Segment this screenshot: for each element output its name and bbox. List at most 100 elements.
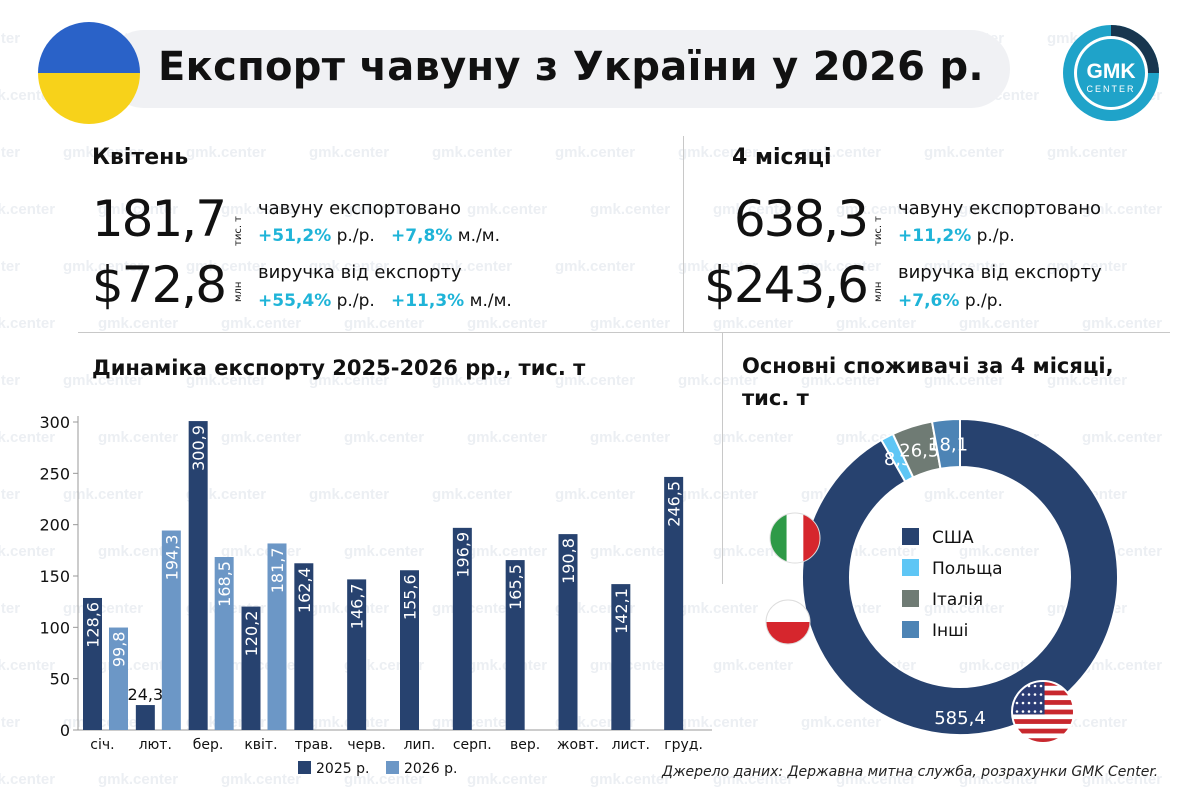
watermark-text: gmk.center: [0, 258, 21, 275]
x-tick-label: груд.: [664, 737, 703, 753]
bar-2025: [664, 476, 684, 730]
watermark-text: gmk.center: [555, 258, 636, 275]
four-months-revenue-changes: +7,6% р./р.: [898, 291, 1003, 311]
title-bar: [105, 30, 1010, 108]
bar-value-label: 128,6: [84, 602, 103, 648]
watermark-text: gmk.center: [0, 201, 56, 218]
donut-chart-title-line-2: тис. т: [742, 386, 809, 410]
x-tick-label: квіт.: [244, 737, 277, 753]
x-tick-label: лют.: [139, 737, 172, 753]
y-tick-label: 300: [39, 413, 70, 432]
bar-value-label: 196,9: [453, 532, 472, 578]
bar-value-label: 162,4: [295, 567, 314, 613]
watermark-text: gmk.center: [0, 372, 21, 389]
four-months-revenue-yoy-label: р./р.: [964, 291, 1003, 311]
bar-value-label: 24,3: [128, 685, 164, 704]
donut-slice-3: [930, 417, 961, 470]
four-months-volume-value: 638,3: [733, 190, 869, 248]
april-revenue-desc: виручка від експорту: [258, 262, 462, 283]
bar-chart-title: Динаміка експорту 2025-2026 рр., тис. т: [92, 356, 586, 380]
bar-2025: [135, 705, 155, 730]
four-months-volume-unit: тис. т: [873, 215, 884, 246]
donut-legend-swatch: [902, 528, 919, 545]
april-volume-value: 181,7: [91, 190, 227, 248]
legend-swatch: [386, 761, 399, 774]
bar-2025: [611, 584, 631, 730]
bar-2025: [400, 570, 419, 730]
bar-value-label: 120,2: [242, 611, 261, 657]
watermark-text: gmk.center: [590, 201, 671, 218]
watermark-text: gmk.center: [467, 201, 548, 218]
april-revenue-mom: +11,3%: [390, 291, 465, 311]
x-tick-label: жовт.: [557, 737, 599, 753]
stats-bottom-divider: [78, 332, 1170, 333]
april-revenue-changes: +55,4% р./р. +11,3% м./м.: [258, 291, 512, 311]
gmk-center-logo: GMK CENTER: [1063, 25, 1159, 121]
bar-value-label: 155,6: [401, 574, 420, 620]
bar-value-label: 142,1: [612, 588, 631, 634]
donut-legend-swatch: [902, 590, 919, 607]
bar-2026: [267, 543, 287, 730]
donut-legend-label: Італія: [932, 590, 983, 610]
bar-value-label: 190,8: [559, 538, 578, 584]
page-title: Експорт чавуну з України у 2026 р.: [158, 44, 984, 90]
april-revenue-yoy: +55,4%: [258, 291, 332, 311]
watermark-text: gmk.center: [309, 144, 390, 161]
y-tick-label: 150: [39, 567, 70, 586]
watermark-text: gmk.center: [924, 144, 1005, 161]
ukraine-flag-icon: [38, 22, 140, 124]
april-volume-yoy-label: р./р.: [336, 226, 375, 246]
four-months-volume-yoy-label: р./р.: [976, 226, 1015, 246]
donut-legend-swatch: [902, 559, 919, 576]
april-volume-changes: +51,2% р./р. +7,8% м./м.: [258, 226, 500, 246]
y-tick-label: 0: [60, 721, 70, 740]
bar-2025: [505, 560, 525, 730]
logo-text-main: GMK: [1087, 60, 1136, 83]
donut-value-label: 26,5: [899, 440, 939, 461]
source-note: Джерело даних: Державна митна служба, ро…: [662, 764, 1159, 780]
export-bar-chart: 0 50 100 150 200 250 300 128,6 99,8 січ. 24,3 194,3…: [39, 413, 712, 777]
bar-2025: [347, 579, 367, 730]
legend-swatch: [298, 761, 311, 774]
donut-value-label: 585,4: [934, 708, 986, 729]
watermark-text: gmk.center: [467, 315, 548, 332]
logo-text-sub: CENTER: [1086, 84, 1135, 94]
april-volume-unit: тис. т: [233, 215, 244, 246]
four-months-volume-yoy: +11,2%: [898, 226, 972, 246]
april-volume-yoy: +51,2%: [258, 226, 332, 246]
bar-2025: [241, 606, 261, 730]
bar-2025: [188, 421, 208, 730]
watermark-text: gmk.center: [0, 315, 56, 332]
poland-flag-icon: [765, 599, 811, 645]
bar-value-label: 99,8: [110, 632, 129, 668]
italy-flag-icon: [769, 512, 821, 564]
four-months-section-title: 4 місяці: [732, 145, 832, 170]
bar-2025: [558, 534, 578, 730]
y-tick-label: 200: [39, 516, 70, 535]
x-tick-label: трав.: [295, 737, 333, 753]
x-tick-label: бер.: [193, 737, 224, 753]
bar-value-label: 165,5: [506, 564, 525, 610]
donut-legend-swatch: [902, 621, 919, 638]
bar-value-label: 246,5: [665, 481, 684, 527]
x-tick-label: лист.: [612, 737, 650, 753]
april-revenue-yoy-label: р./р.: [336, 291, 375, 311]
x-tick-label: черв.: [347, 737, 385, 753]
four-months-revenue-yoy: +7,6%: [898, 291, 960, 311]
bar-2026: [161, 530, 181, 730]
april-revenue-value: $72,8: [91, 256, 227, 314]
y-tick-label: 100: [39, 618, 70, 637]
watermark-text: gmk.center: [1047, 144, 1128, 161]
bar-value-label: 194,3: [162, 535, 181, 581]
watermark-text: gmk.center: [959, 315, 1040, 332]
stats-divider: [683, 136, 684, 332]
watermark-text: gmk.center: [186, 144, 267, 161]
legend-label: 2026 р.: [404, 761, 457, 777]
watermark-text: gmk.center: [0, 144, 21, 161]
april-revenue-mom-label: м./м.: [469, 291, 512, 311]
bar-2025: [452, 527, 472, 730]
x-tick-label: серп.: [453, 737, 492, 753]
april-volume-mom: +7,8%: [390, 226, 453, 246]
y-tick-label: 50: [50, 670, 70, 689]
